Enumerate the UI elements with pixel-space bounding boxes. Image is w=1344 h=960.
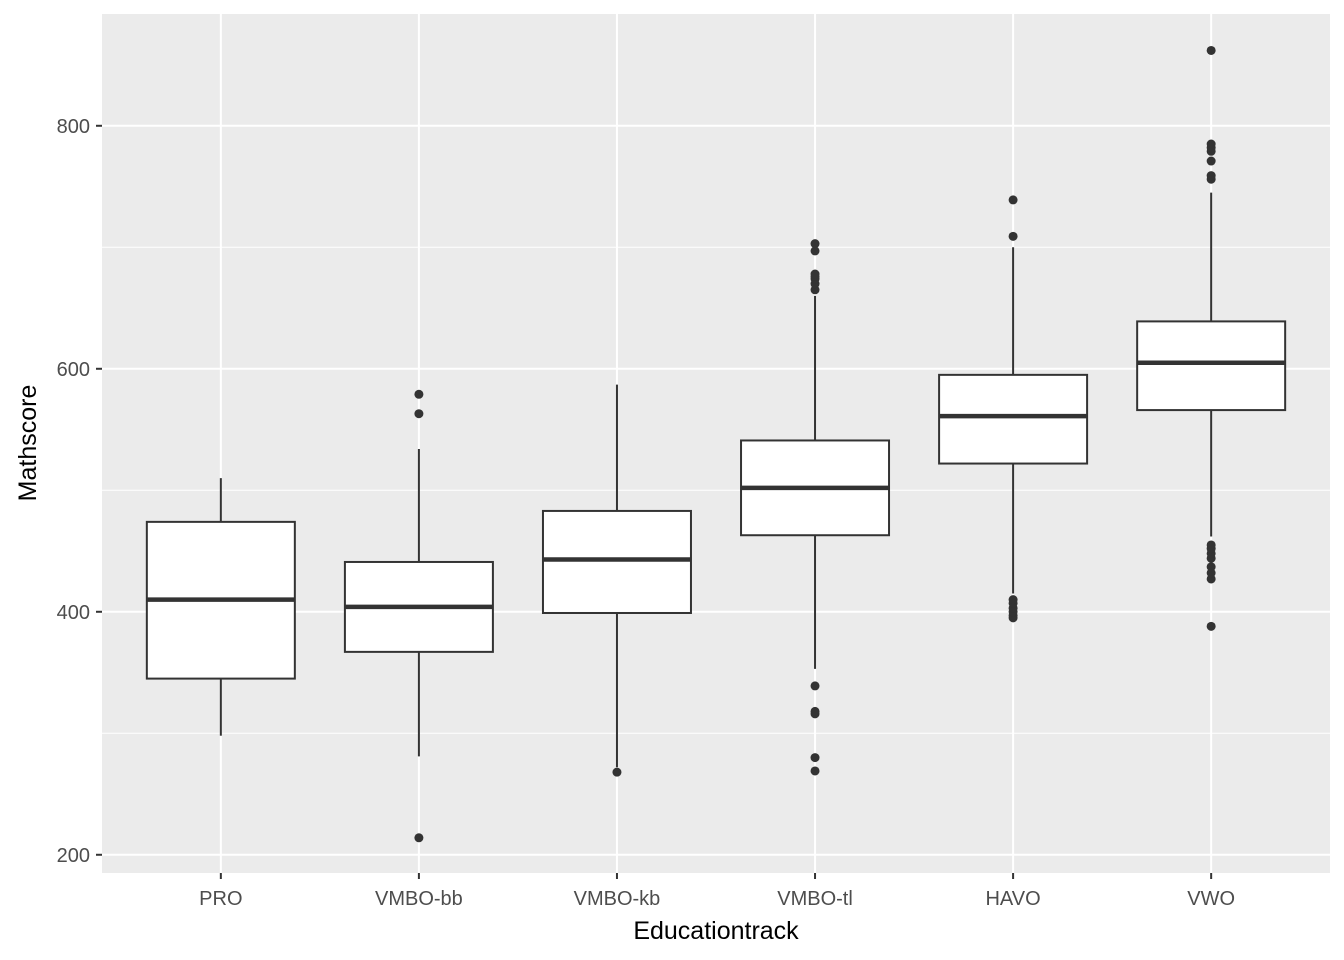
y-tick-label: 600: [57, 359, 90, 381]
outlier-point: [1206, 621, 1216, 631]
outlier-point: [1206, 156, 1216, 166]
box-vmbo-tl: [740, 239, 891, 776]
y-tick-label: 400: [57, 602, 90, 624]
x-tick-label: HAVO: [985, 888, 1040, 910]
outlier-point: [1206, 562, 1216, 572]
x-tick-label: PRO: [199, 888, 242, 910]
outlier-point: [1206, 171, 1216, 181]
box-body: [1136, 320, 1287, 412]
x-axis-ticks: PRO VMBO-bb VMBO-kb VMBO-tl HAVO VWO: [199, 873, 1235, 910]
outlier-point: [810, 753, 820, 763]
outlier-point: [1206, 45, 1216, 55]
box-pro: [145, 478, 296, 736]
box-vmbo-bb: [343, 389, 494, 843]
outlier-point: [1008, 195, 1018, 205]
outlier-point: [810, 681, 820, 691]
box-body: [938, 373, 1089, 465]
outlier-point: [612, 767, 622, 777]
outlier-point: [1206, 139, 1216, 149]
x-axis-title: Educationtrack: [633, 917, 799, 945]
y-axis-ticks: 200 400 600 800: [57, 116, 102, 867]
boxes-layer: [145, 45, 1287, 843]
outlier-point: [810, 246, 820, 256]
outlier-point: [810, 766, 820, 776]
outlier-point: [810, 269, 820, 279]
outlier-point: [414, 833, 424, 843]
outlier-point: [1206, 540, 1216, 550]
box-vmbo-kb: [541, 384, 692, 777]
panel-background: [102, 14, 1330, 873]
box-havo: [938, 195, 1089, 623]
outlier-point: [810, 239, 820, 249]
y-tick-label: 800: [57, 116, 90, 138]
box-vwo: [1136, 45, 1287, 631]
y-tick-label: 200: [57, 845, 90, 867]
outlier-point: [414, 389, 424, 399]
x-tick-label: VMBO-bb: [375, 888, 463, 910]
minor-gridlines: [102, 246, 1330, 734]
y-axis-title: Mathscore: [14, 385, 42, 502]
outlier-point: [1008, 595, 1018, 605]
outlier-point: [414, 409, 424, 419]
x-tick-label: VMBO-tl: [777, 888, 853, 910]
x-tick-label: VMBO-kb: [574, 888, 661, 910]
x-tick-label: VWO: [1187, 888, 1235, 910]
box-body: [541, 509, 692, 614]
outlier-point: [1008, 231, 1018, 241]
outlier-point: [810, 706, 820, 716]
